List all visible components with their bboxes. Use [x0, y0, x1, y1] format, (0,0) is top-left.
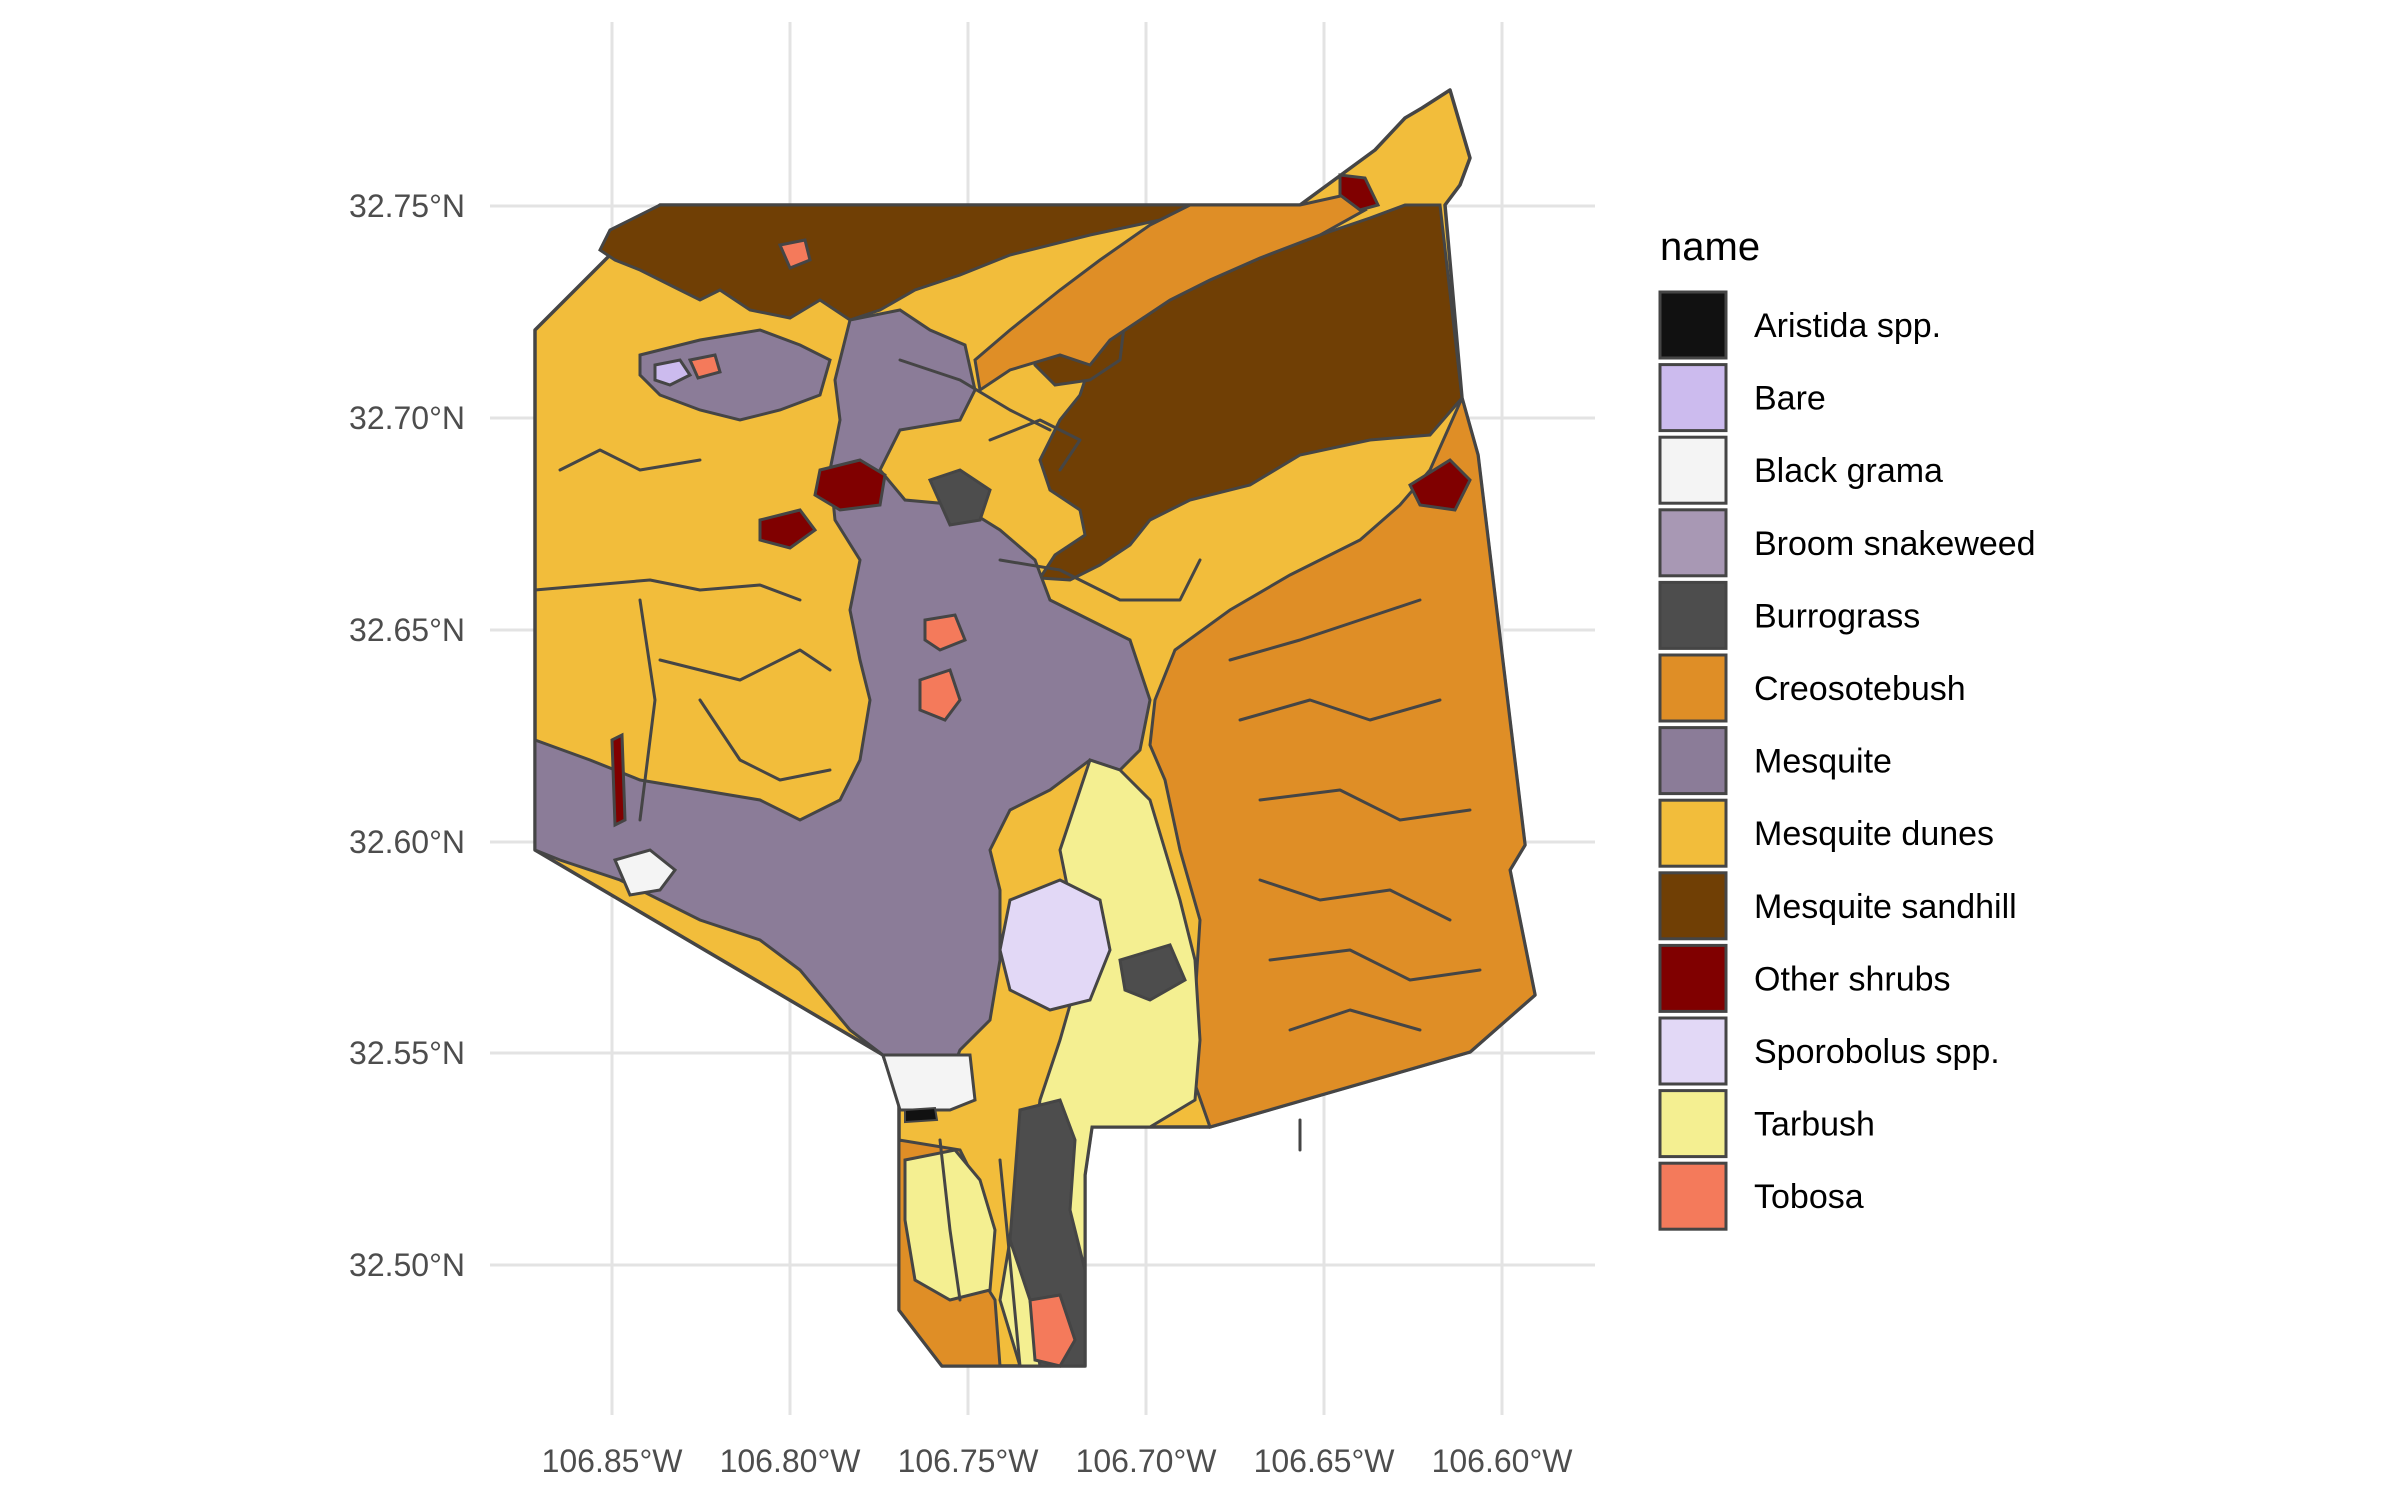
x-tick-label: 106.80°W: [720, 1443, 862, 1479]
x-tick-label: 106.65°W: [1254, 1443, 1396, 1479]
region-aristida-south: [904, 1106, 939, 1124]
legend-swatch: [1658, 508, 1728, 578]
legend-swatch: [1658, 1089, 1728, 1159]
legend-swatch: [1658, 653, 1728, 723]
legend-label: Broom snakeweed: [1754, 525, 2036, 563]
region-tobosa-north: [777, 238, 812, 270]
legend-swatch: [1658, 435, 1728, 505]
y-tick-label: 32.70°N: [349, 400, 465, 436]
legend-swatch: [1658, 943, 1728, 1013]
boundary-line-east-4: [1258, 878, 1452, 922]
region-bare-northwest: [653, 358, 693, 387]
legend-label: Aristida spp.: [1754, 307, 1941, 345]
boundary-line-south-1: [938, 1138, 962, 1302]
legend-label: Mesquite dunes: [1754, 815, 1994, 853]
legend-swatch: [1658, 798, 1728, 868]
legend-label: Creosotebush: [1754, 670, 1966, 708]
region-creosotebush-east: [1148, 393, 1537, 1129]
region-burrograss-central: [927, 468, 992, 527]
boundary-line-east-1: [1228, 598, 1422, 662]
region-mesquite-northwest: [638, 328, 832, 422]
legend-swatch: [1658, 290, 1728, 360]
y-tick-label: 32.50°N: [349, 1247, 465, 1283]
legend-label: Burrograss: [1754, 597, 1920, 635]
legend-label: Mesquite: [1754, 743, 1892, 781]
legend-label: Mesquite sandhill: [1754, 888, 2017, 926]
y-tick-label: 32.75°N: [349, 188, 465, 224]
legend-swatch: [1658, 363, 1728, 433]
legend-label: Bare: [1754, 380, 1826, 418]
region-tobosa-northwest: [687, 353, 722, 380]
legend-swatch: [1658, 1016, 1728, 1086]
legend-swatch: [1658, 726, 1728, 796]
boundary-line-center-1: [998, 558, 1202, 602]
region-sporobolus-central: [998, 878, 1112, 1012]
region-burrograss-south: [1008, 1098, 1087, 1368]
boundary-line-south-2: [998, 1158, 1022, 1368]
region-black-grama-south: [880, 1053, 977, 1112]
boundary-line-west-5: [558, 448, 702, 472]
boundary-line-west-1: [533, 578, 802, 602]
region-black-grama-west: [612, 848, 678, 897]
y-tick-label: 32.55°N: [349, 1035, 465, 1071]
y-axis-labels: 32.75°N 32.70°N 32.65°N 32.60°N 32.55°N …: [349, 188, 465, 1283]
boundary-line-east-5: [1268, 948, 1482, 982]
x-tick-label: 106.70°W: [1076, 1443, 1218, 1479]
legend-title: name: [1660, 225, 1760, 269]
region-tobosa-south: [1028, 1293, 1077, 1368]
region-other-shrubs-northeast: [1338, 173, 1381, 212]
legend-swatch: [1658, 1161, 1728, 1231]
legend-label: Tarbush: [1754, 1106, 1875, 1144]
region-other-shrubs-east: [1408, 458, 1472, 512]
boundary-line-east-3: [1258, 788, 1472, 822]
y-tick-label: 32.60°N: [349, 824, 465, 860]
boundary-line-east-2: [1238, 698, 1442, 722]
region-tobosa-west: [918, 668, 962, 722]
x-tick-label: 106.60°W: [1432, 1443, 1574, 1479]
region-other-shrubs-north: [813, 458, 887, 512]
region-other-shrubs-strip: [610, 732, 627, 828]
legend-swatch: [1658, 871, 1728, 941]
boundary-line-west-3: [658, 648, 832, 682]
boundary-line-north-1: [898, 358, 1052, 432]
boundary-line-north-2: [988, 418, 1082, 472]
y-tick-label: 32.65°N: [349, 612, 465, 648]
legend-label: Other shrubs: [1754, 960, 1951, 998]
boundary-line-west-4: [698, 698, 832, 782]
map-polygons: [533, 88, 1537, 1368]
region-mesquite-sandhill-north: [598, 203, 1191, 322]
region-other-shrubs-west: [758, 508, 818, 550]
region-burrograss-east: [1118, 943, 1187, 1002]
legend-items: Aristida spp. Bare Black grama Broom snakew…: [1658, 290, 2036, 1231]
legend-label: Black grama: [1754, 452, 1943, 490]
legend-swatch: [1658, 580, 1728, 650]
legend-label: Sporobolus spp.: [1754, 1033, 2000, 1071]
x-axis-labels: 106.85°W 106.80°W 106.75°W 106.70°W 106.…: [542, 1443, 1574, 1479]
boundary-line-east-6: [1288, 1008, 1422, 1032]
boundary-line-west-2: [638, 598, 657, 822]
x-tick-label: 106.75°W: [898, 1443, 1040, 1479]
region-tobosa-center: [923, 613, 967, 652]
x-tick-label: 106.85°W: [542, 1443, 684, 1479]
region-creosotebush-north: [973, 193, 1368, 393]
legend-label: Tobosa: [1754, 1178, 1864, 1216]
legend: name Aristida spp. Bare Black grama Broom s…: [1658, 225, 2036, 1231]
